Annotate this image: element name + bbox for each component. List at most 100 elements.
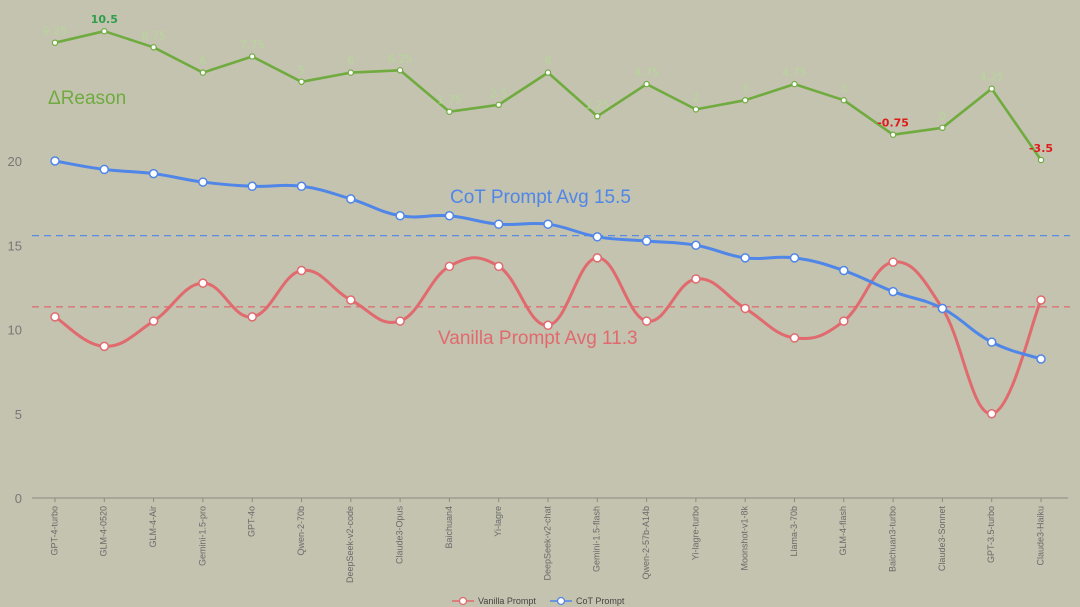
vanilla-prompt-point: [198, 278, 208, 288]
delta-reason-point: [889, 131, 897, 138]
cot-prompt-point: [99, 164, 110, 175]
x-tick-label: Baichuan3-turbo: [887, 506, 897, 572]
x-tick-label: Gemini-1.5-pro: [197, 506, 207, 566]
delta-reason-data-label: 9.25: [43, 25, 68, 38]
y-tick-label: 15: [8, 238, 22, 253]
delta-reason-data-label: 1.75: [437, 94, 462, 107]
x-tick-label: Llama-3-70b: [789, 506, 799, 557]
cot-prompt-point: [148, 168, 159, 179]
vanilla-prompt-point: [50, 312, 60, 322]
cot-prompt-point: [1036, 354, 1046, 364]
vanilla-prompt-point: [493, 261, 504, 272]
cot-prompt-point: [395, 211, 405, 221]
delta-reason-point: [544, 69, 552, 76]
vanilla-prompt-point: [592, 253, 603, 263]
delta-reason-data-label: 6: [347, 55, 354, 68]
cot-prompt-point: [247, 181, 257, 192]
delta-reason-point: [791, 80, 798, 88]
cot-prompt-point: [493, 219, 504, 229]
x-tick-label: Gemini-1.5-flash: [592, 506, 602, 572]
delta-reason-data-label: 0: [939, 110, 946, 123]
cot-prompt-point: [444, 211, 455, 221]
cot-average-label: CoT Prompt Avg 15.5: [450, 187, 631, 208]
delta-reason-point: [396, 67, 404, 74]
x-tick-label: Baichuan4: [444, 506, 454, 549]
vanilla-prompt-point: [839, 316, 849, 326]
delta-reason-data-label: 3: [742, 82, 749, 95]
delta-reason-data-label: 7.75: [240, 39, 265, 52]
delta-reason-point: [150, 44, 157, 51]
cot-prompt-point: [740, 253, 750, 263]
delta-reason-point: [742, 96, 749, 104]
delta-reason-point: [692, 106, 700, 113]
delta-reason-data-label: 8.75: [141, 29, 166, 42]
legend-vanilla-swatch-marker: [458, 596, 468, 606]
delta-reason-data-label: 2: [692, 91, 699, 104]
delta-reason-point: [199, 69, 207, 76]
delta-reason-data-label: 5: [298, 64, 305, 77]
cot-prompt-point: [888, 286, 898, 297]
cot-prompt-point: [839, 265, 849, 276]
delta-reason-data-label: 6: [545, 55, 552, 68]
vanilla-prompt-point: [641, 316, 652, 326]
x-tick-label: GLM-4-Air: [148, 506, 158, 548]
delta-reason-point: [1037, 156, 1045, 164]
delta-reason-data-label: 4.75: [634, 66, 659, 79]
cot-prompt-point: [50, 156, 60, 166]
delta-reason-line: [54, 29, 1043, 161]
cot-prompt-point: [592, 232, 603, 242]
x-tick-label: GPT-4o: [247, 506, 257, 537]
delta-reason-label: ΔReason: [48, 88, 126, 109]
vanilla-prompt-point: [395, 316, 405, 326]
delta-reason-point: [347, 69, 354, 76]
delta-reason-point: [298, 78, 305, 86]
y-tick-label: 10: [8, 323, 22, 338]
y-tick-label: 20: [8, 154, 22, 169]
delta-reason-point: [101, 28, 108, 35]
vanilla-prompt-point: [247, 312, 257, 322]
x-tick-label: Yi-lagre: [493, 506, 503, 537]
x-tick-label: DeepSeek-v2-code: [345, 506, 355, 583]
delta-reason-data-label: 10.5: [91, 13, 118, 26]
x-tick-label: GLM-4-0520: [99, 506, 109, 557]
delta-reason-data-label: -0.75: [877, 117, 909, 130]
delta-reason-point: [495, 101, 502, 109]
delta-reason-point: [840, 96, 848, 104]
delta-reason-data-label: 4.75: [782, 66, 807, 79]
x-tick-label: Qwen-2-70b: [296, 506, 306, 556]
delta-reason-data-label: 6.25: [388, 52, 413, 65]
delta-reason-data-label: 3: [840, 82, 847, 95]
legend-cot-label: CoT Prompt: [576, 596, 625, 606]
vanilla-prompt-point: [296, 265, 307, 276]
delta-reason-data-label: 2.5: [490, 87, 508, 100]
x-tick-label: Claude3-Sonnet: [937, 506, 947, 572]
vanilla-prompt-point: [691, 274, 701, 284]
vanilla-prompt-point: [740, 303, 750, 314]
vanilla-prompt-point: [148, 316, 159, 326]
legend-vanilla-label: Vanilla Prompt: [478, 596, 536, 606]
cot-prompt-point: [691, 240, 701, 250]
delta-reason-data-label: -3.5: [1029, 142, 1053, 155]
delta-reason-data-label: 6: [199, 55, 206, 68]
vanilla-prompt-point: [789, 333, 800, 343]
legend-cot-swatch-marker: [556, 596, 566, 606]
x-tick-label: GLM-4-flash: [838, 506, 848, 556]
delta-reason-point: [594, 113, 601, 120]
y-tick-label: 0: [15, 491, 22, 506]
delta-reason-point: [643, 80, 650, 88]
vanilla-prompt-point: [444, 261, 455, 272]
vanilla-prompt-point: [99, 341, 110, 352]
vanilla-prompt-point: [543, 320, 553, 331]
x-tick-label: Moonshot-v1-8k: [740, 506, 750, 571]
x-tick-label: Claude3-Haiku: [1035, 506, 1045, 566]
x-tick-label: GPT-4-turbo: [49, 506, 59, 556]
delta-reason-point: [51, 39, 59, 46]
vanilla-prompt-point: [346, 295, 356, 305]
delta-reason-data-label: 4.25: [979, 71, 1004, 84]
x-tick-label: Claude3-Opus: [394, 506, 404, 565]
x-tick-label: Yi-lagre-turbo: [690, 506, 700, 560]
vanilla-prompt-point: [888, 257, 898, 267]
cot-prompt-point: [937, 303, 948, 314]
x-tick-label: DeepSeek-v2-chat: [542, 506, 552, 581]
